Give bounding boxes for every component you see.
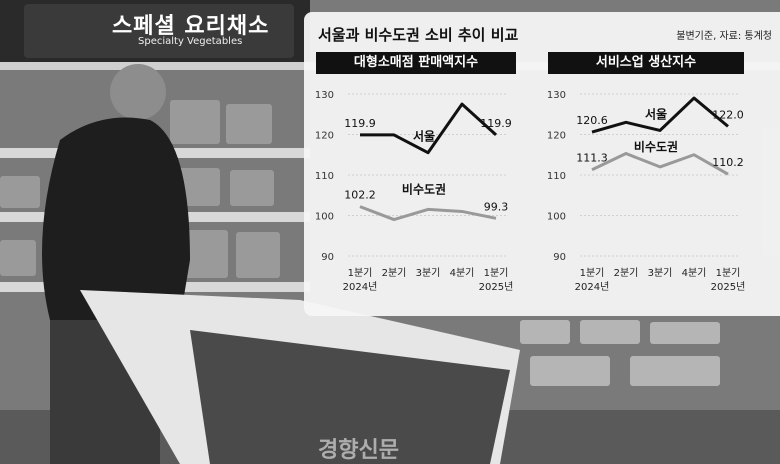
y-tick-label: 110 (547, 171, 566, 182)
y-tick-label: 130 (547, 90, 566, 101)
x-tick-label: 2분기 (382, 267, 407, 279)
data-label: 111.3 (576, 152, 608, 165)
data-label: 120.6 (576, 114, 608, 127)
y-tick-label: 100 (315, 212, 334, 223)
y-tick-label: 110 (315, 171, 334, 182)
series-name-label: 서울 (645, 106, 667, 121)
retail-sales-chart: 90 100 110 120 130 1분기 2024년 2분기 3분기 4분기 1분기 2025년 1… (315, 90, 514, 293)
x-tick-label: 2025년 (479, 281, 514, 293)
x-tick-label: 2분기 (614, 267, 639, 279)
series-name-label: 비수도권 (634, 139, 678, 154)
chart1-title: 대형소매점 판매액지수 (316, 52, 516, 74)
y-tick-label: 90 (553, 252, 566, 263)
x-tick-label: 1분기 (716, 267, 741, 279)
y-tick-label: 100 (547, 212, 566, 223)
panel-source-note: 불변기준, 자료: 통계청 (676, 31, 772, 42)
y-tick-label: 120 (315, 131, 334, 142)
service-production-chart: 90 100 110 120 130 1분기 2024년 2분기 3분기 4분기 1분기 2025년 1… (547, 90, 746, 293)
data-label: 110.2 (712, 156, 744, 169)
series-line-non-capital (359, 205, 497, 222)
y-tick-label: 130 (315, 90, 334, 101)
x-tick-label: 1분기 (580, 267, 605, 279)
watermark: 경향신문 (318, 437, 399, 463)
x-tick-label: 2024년 (343, 281, 378, 293)
series-name-label: 서울 (413, 129, 435, 144)
y-tick-label: 90 (321, 252, 334, 263)
x-tick-label: 2025년 (711, 281, 746, 293)
data-label: 102.2 (344, 189, 376, 202)
infographic-panel: 서울과 비수도권 소비 추이 비교 불변기준, 자료: 통계청 대형소매점 판매… (304, 12, 780, 316)
chart2-title: 서비스업 생산지수 (548, 52, 744, 74)
data-label: 119.9 (344, 117, 376, 130)
data-label: 119.9 (480, 117, 512, 130)
series-name-label: 비수도권 (402, 181, 446, 196)
panel-title: 서울과 비수도권 소비 추이 비교 (318, 26, 519, 44)
data-label: 99.3 (484, 200, 509, 213)
x-tick-label: 3분기 (416, 267, 441, 279)
x-tick-label: 3분기 (648, 267, 673, 279)
store-sign-subtext: Specialty Vegetables (138, 36, 243, 47)
data-label: 122.0 (712, 108, 744, 121)
x-tick-label: 1분기 (348, 267, 373, 279)
x-tick-label: 4분기 (450, 267, 475, 279)
x-tick-label: 1분기 (484, 267, 509, 279)
y-tick-label: 120 (547, 131, 566, 142)
series-line-non-capital (591, 152, 729, 176)
x-tick-label: 4분기 (682, 267, 707, 279)
series-line-seoul (360, 102, 498, 155)
x-tick-label: 2024년 (575, 281, 610, 293)
store-sign-text: 스페셜 요리채소 (112, 14, 270, 39)
